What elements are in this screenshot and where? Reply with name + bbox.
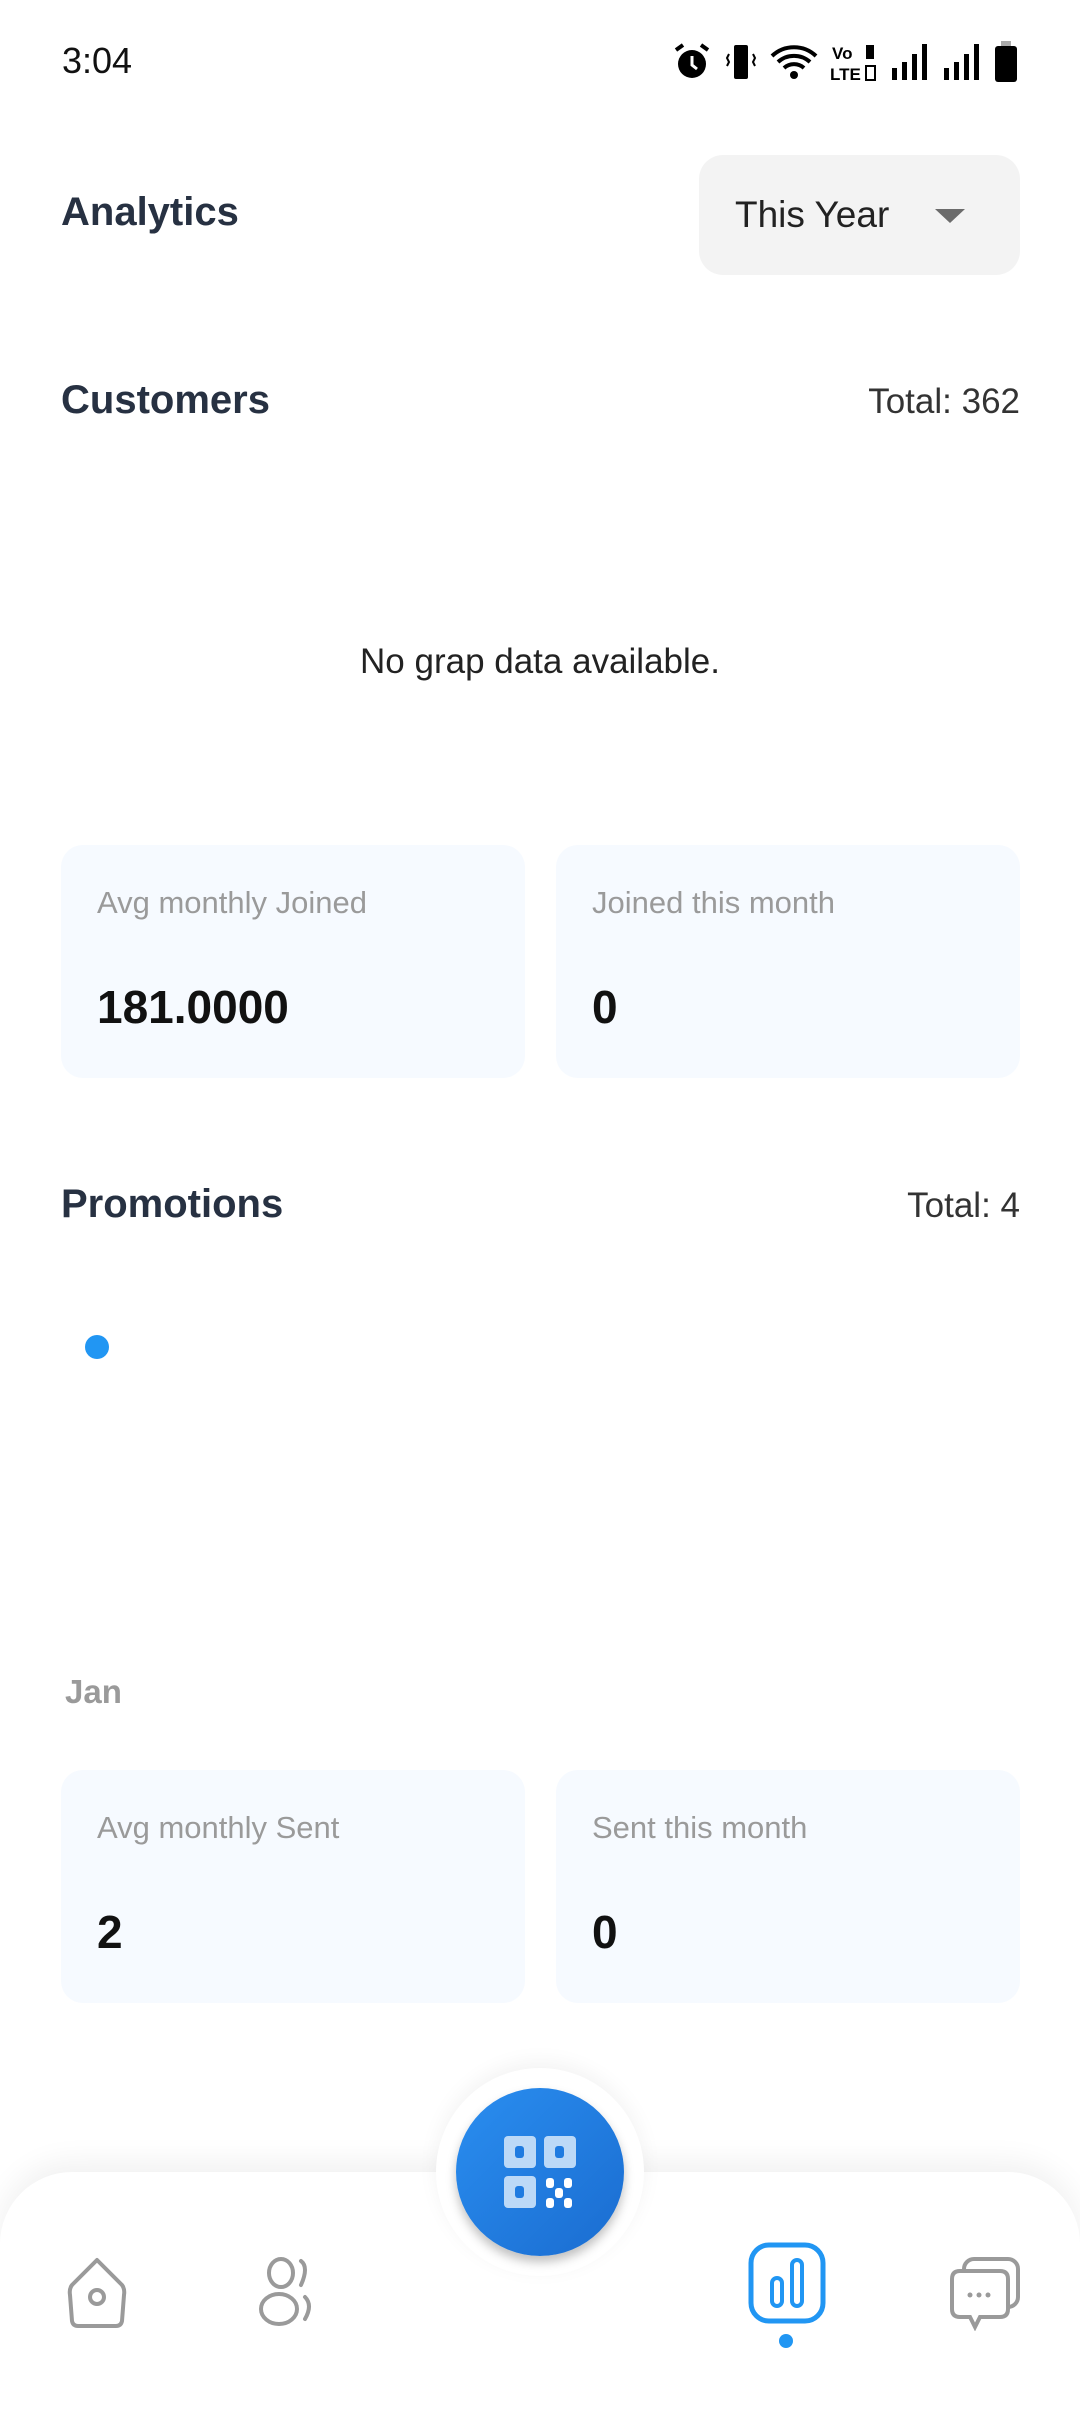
promotions-total: Total: 4: [907, 1186, 1020, 1225]
vibrate-icon: [725, 45, 757, 79]
signal-icon: [892, 44, 927, 80]
svg-text:Vo: Vo: [832, 44, 852, 63]
x-tick-label: Jan: [65, 1673, 122, 1710]
period-selected: This Year: [735, 194, 890, 235]
chart-point-jan: [85, 1335, 109, 1359]
customers-icon[interactable]: [253, 2255, 327, 2329]
signal-icon: [944, 44, 979, 80]
card-label: Joined this month: [592, 885, 835, 920]
svg-text:LTE: LTE: [830, 65, 861, 82]
promotions-title: Promotions: [61, 1182, 284, 1226]
volte-icon: Vo LTE: [830, 44, 876, 82]
card-label: Avg monthly Sent: [97, 1810, 340, 1845]
card-value: 181.0000: [97, 981, 289, 1033]
scan-qr-button[interactable]: [456, 2088, 624, 2256]
analytics-icon[interactable]: [748, 2242, 826, 2324]
alarm-icon: [674, 43, 710, 78]
wifi-icon: [770, 45, 818, 79]
messages-icon[interactable]: [946, 2255, 1022, 2331]
home-icon[interactable]: [60, 2255, 134, 2329]
card-label: Avg monthly Joined: [97, 885, 367, 920]
joined-this-month-card: Joined this month 0: [556, 845, 1020, 1078]
period-dropdown[interactable]: This Year: [699, 155, 1020, 275]
empty-chart-message: No grap data available.: [360, 642, 720, 681]
customers-total: Total: 362: [868, 382, 1020, 421]
active-indicator: [779, 2334, 793, 2348]
status-icons: Vo LTE: [672, 40, 1018, 84]
customers-title: Customers: [61, 378, 270, 422]
page-title: Analytics: [61, 190, 239, 234]
status-time: 3:04: [62, 40, 133, 81]
battery-icon: [995, 41, 1017, 82]
card-value: 0: [592, 981, 618, 1033]
card-value: 2: [97, 1906, 123, 1958]
avg-monthly-joined-card: Avg monthly Joined 181.0000: [61, 845, 525, 1078]
qr-code-icon: [504, 2136, 576, 2208]
chevron-down-icon: [935, 209, 965, 223]
card-value: 0: [592, 1906, 618, 1958]
sent-this-month-card: Sent this month 0: [556, 1770, 1020, 2003]
card-label: Sent this month: [592, 1810, 808, 1845]
avg-monthly-sent-card: Avg monthly Sent 2: [61, 1770, 525, 2003]
